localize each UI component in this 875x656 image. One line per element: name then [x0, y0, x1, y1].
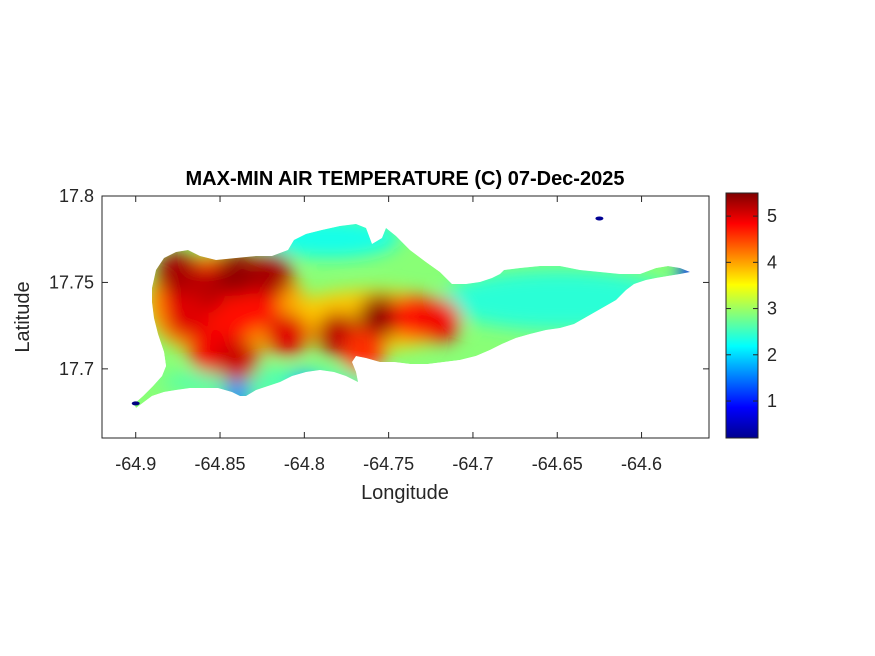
colorbar-ticks: 1 2 3 4 5: [726, 206, 777, 411]
colorbar-tick-label: 4: [767, 252, 777, 272]
x-tick-label: -64.65: [532, 454, 583, 474]
colorbar-tick-label: 3: [767, 299, 777, 319]
y-tick-label: 17.75: [49, 272, 94, 292]
cold-islet-0: [131, 401, 140, 406]
x-tick-label: -64.75: [363, 454, 414, 474]
x-tick-label: -64.9: [115, 454, 156, 474]
hotspot-4: [164, 295, 209, 339]
x-tick-label: -64.85: [195, 454, 246, 474]
x-axis-label: Longitude: [361, 482, 449, 504]
hotspot-3: [248, 251, 293, 296]
colorbar-tick-label: 1: [767, 391, 777, 411]
x-tick-label: -64.7: [452, 454, 493, 474]
hotspot-7: [265, 312, 310, 357]
cold-islet-1: [595, 216, 604, 221]
small-islands: [131, 216, 604, 406]
hotspot-6: [214, 338, 259, 383]
hotspot-9: [358, 295, 403, 339]
colorbar: 1 2 3 4 5: [725, 192, 777, 439]
hotspot-2: [214, 251, 259, 296]
temperature-map: [134, 224, 690, 408]
hotspot-12: [417, 298, 462, 343]
colorbar-tick-label: 2: [767, 345, 777, 365]
plot-area: -64.9 -64.85 -64.8 -64.75 -64.7 -64.65 -64.6 1…: [49, 186, 710, 474]
x-tick-label: -64.8: [284, 454, 325, 474]
colorbar-gradient: [725, 192, 759, 439]
chart-title: MAX-MIN AIR TEMPERATURE (C) 07-Dec-2025: [186, 168, 625, 190]
colorbar-tick-label: 5: [767, 206, 777, 226]
axes-frame: [101, 195, 710, 439]
x-axis-ticks: -64.9 -64.85 -64.8 -64.75 -64.7 -64.65 -64.6: [115, 196, 662, 474]
y-tick-label: 17.7: [59, 359, 94, 379]
x-tick-label: -64.6: [621, 454, 662, 474]
interpolated-field: [145, 224, 690, 408]
y-axis-label: Latitude: [12, 281, 34, 352]
y-tick-label: 17.8: [59, 186, 94, 206]
y-axis-ticks: 17.7 17.75 17.8: [49, 186, 709, 379]
